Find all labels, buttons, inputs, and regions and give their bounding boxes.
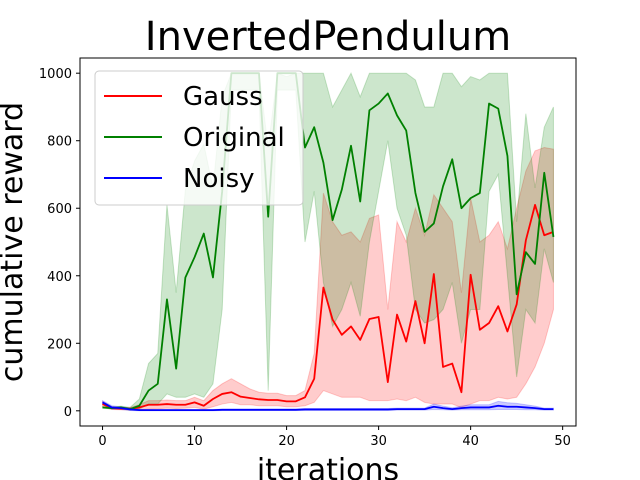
series-line-original: [102, 72, 555, 411]
y-tick-label: 200: [47, 337, 72, 352]
legend-label-original: Original: [183, 123, 285, 153]
x-axis-label: iterations: [257, 453, 399, 480]
series-line-noisy: [102, 401, 554, 412]
y-tick-label: 800: [47, 135, 72, 150]
x-tick-label: 10: [186, 434, 203, 449]
y-tick-label: 400: [47, 270, 72, 285]
x-tick-label: 50: [554, 434, 571, 449]
y-axis-label: cumulative reward: [0, 102, 30, 382]
plot-frame: [79, 57, 577, 427]
y-tick-label: 0: [64, 405, 72, 420]
x-tick-label: 0: [98, 434, 106, 449]
y-tick-label: 600: [47, 202, 72, 217]
chart-title: InvertedPendulum: [145, 14, 511, 60]
x-tick-label: 30: [370, 434, 387, 449]
legend-box: [94, 70, 304, 206]
legend-label-noisy: Noisy: [183, 164, 255, 194]
y-tick-label: 1000: [39, 67, 72, 82]
legend-label-gauss: Gauss: [183, 82, 263, 112]
series-line-gauss: [102, 203, 554, 410]
x-tick-label: 20: [278, 434, 295, 449]
x-tick-label: 40: [462, 434, 479, 449]
